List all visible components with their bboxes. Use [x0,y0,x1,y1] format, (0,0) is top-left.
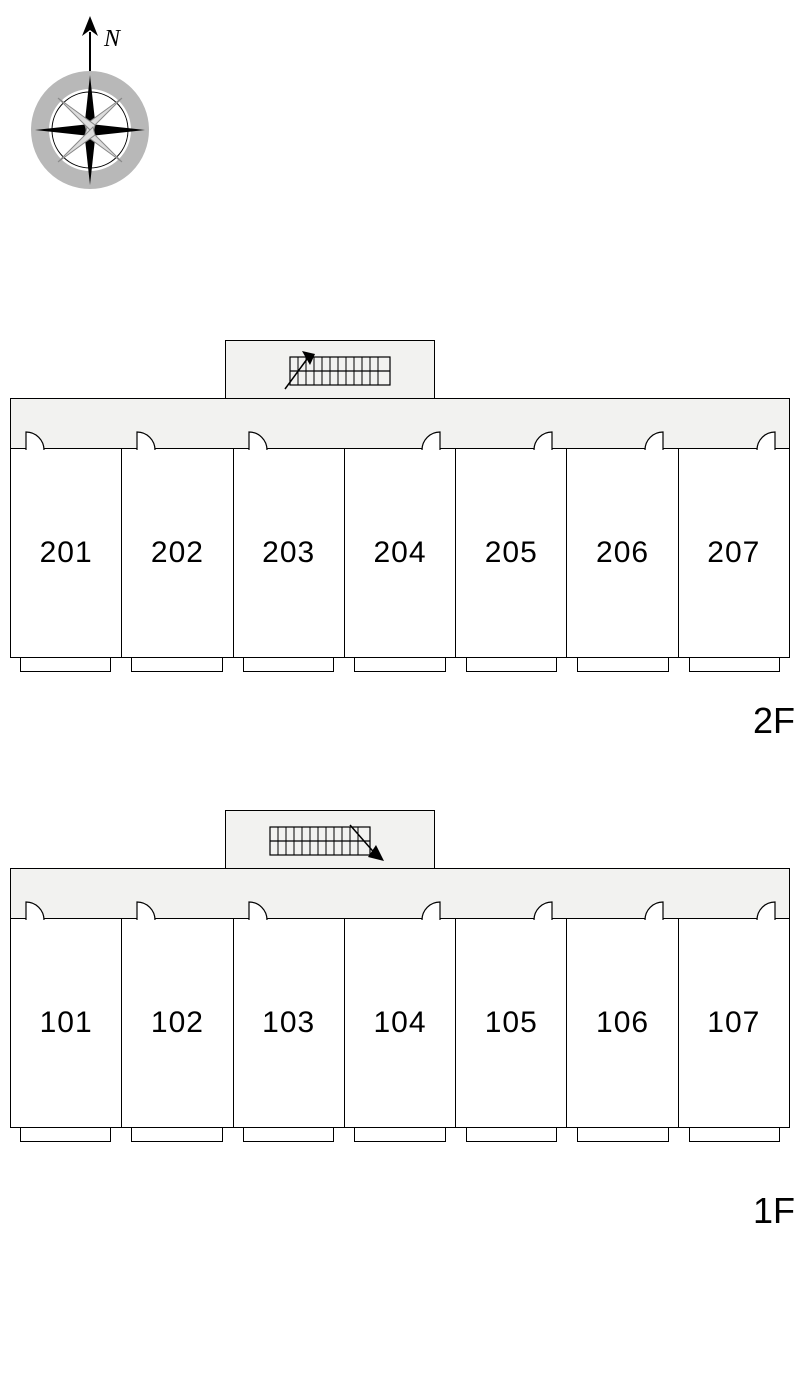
unit-101: 101 [10,918,121,1128]
unit-label: 103 [262,1006,315,1040]
stair-housing-2f [225,340,435,400]
floor-label-2f: 2F [753,700,795,742]
stair-housing-1f [225,810,435,870]
unit-102: 102 [121,918,232,1128]
unit-label: 203 [262,536,315,570]
corridor-1f [10,868,790,920]
unit-203: 203 [233,448,344,658]
unit-label: 107 [707,1006,760,1040]
unit-206: 206 [566,448,677,658]
stair-icon [260,821,400,861]
unit-103: 103 [233,918,344,1128]
unit-label: 201 [40,536,93,570]
unit-label: 105 [485,1006,538,1040]
unit-106: 106 [566,918,677,1128]
compass: N [15,10,165,210]
svg-text:N: N [103,26,122,52]
unit-202: 202 [121,448,232,658]
units-row-2f: 201 202 203 204 205 206 207 [10,448,790,658]
balcony-row-2f [10,658,790,676]
unit-207: 207 [678,448,790,658]
unit-107: 107 [678,918,790,1128]
unit-label: 104 [373,1006,426,1040]
unit-104: 104 [344,918,455,1128]
unit-label: 101 [40,1006,93,1040]
unit-label: 106 [596,1006,649,1040]
stair-icon [260,351,400,391]
unit-205: 205 [455,448,566,658]
balcony-row-1f [10,1128,790,1146]
corridor-2f [10,398,790,450]
unit-label: 207 [707,536,760,570]
units-row-1f: 101 102 103 104 105 106 107 [10,918,790,1128]
unit-label: 202 [151,536,204,570]
unit-label: 102 [151,1006,204,1040]
unit-204: 204 [344,448,455,658]
unit-label: 206 [596,536,649,570]
unit-label: 205 [485,536,538,570]
unit-105: 105 [455,918,566,1128]
floor-label-1f: 1F [753,1190,795,1232]
unit-label: 204 [373,536,426,570]
unit-201: 201 [10,448,121,658]
